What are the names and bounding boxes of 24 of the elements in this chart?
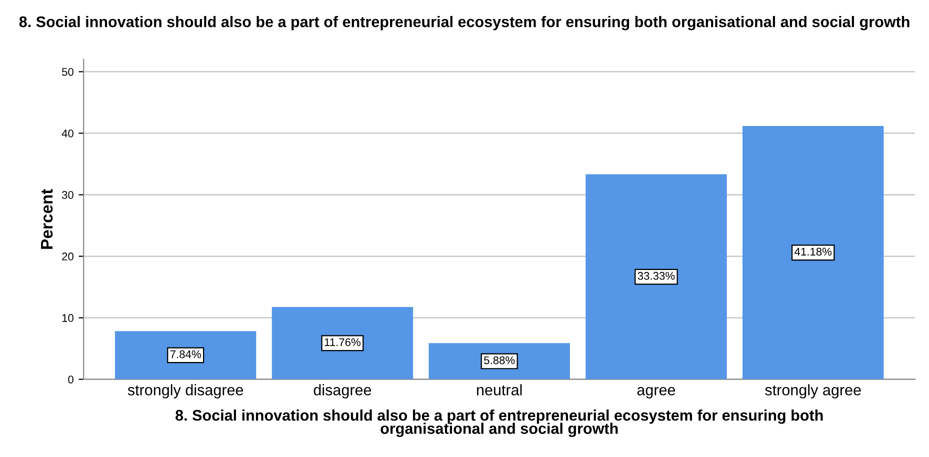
chart-title: 8. Social innovation should also be a part of entrepreneurial ecosystem for ensuring both organisational and social growth (19, 16, 910, 30)
x-tick-label: disagree (314, 384, 372, 398)
y-tick-label: 10 (62, 314, 74, 322)
x-tick-label: neutral (476, 384, 522, 396)
data-label: 41.18% (794, 248, 832, 256)
bar (586, 174, 727, 380)
y-tick-label: 50 (62, 68, 74, 76)
y-tick-label: 30 (62, 191, 74, 199)
y-tick-label: 40 (62, 130, 74, 138)
y-tick-label: 0 (68, 376, 74, 384)
bar (428, 343, 570, 380)
y-tick-label: 20 (62, 252, 74, 260)
x-tick-label: strongly agree (765, 384, 861, 398)
data-label: 7.84% (170, 350, 201, 358)
bar (742, 126, 884, 380)
x-tick-label: agree (637, 387, 676, 398)
data-label: 11.76% (324, 338, 360, 346)
data-label: 33.33% (638, 272, 675, 280)
bar (114, 331, 256, 380)
data-label: 5.88% (484, 356, 515, 364)
x-axis-title: 8. Social innovation should also be a part of entrepreneurial ecosystem for ensuring both organisational and social growth (176, 410, 823, 438)
y-axis-title: Percent (41, 188, 53, 249)
x-tick-label: strongly disagree (128, 384, 244, 398)
bar (272, 306, 414, 380)
